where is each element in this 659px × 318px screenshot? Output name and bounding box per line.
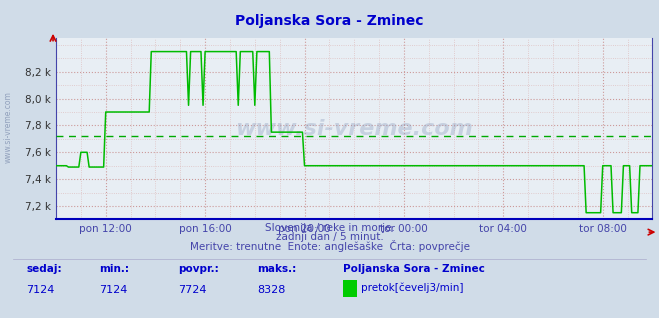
Text: Poljanska Sora - Zminec: Poljanska Sora - Zminec (343, 264, 484, 274)
Text: min.:: min.: (99, 264, 129, 274)
Text: zadnji dan / 5 minut.: zadnji dan / 5 minut. (275, 232, 384, 242)
Text: www.si-vreme.com: www.si-vreme.com (235, 119, 473, 139)
Text: Meritve: trenutne  Enote: anglešaške  Črta: povprečje: Meritve: trenutne Enote: anglešaške Črta… (190, 240, 469, 252)
Text: www.si-vreme.com: www.si-vreme.com (3, 91, 13, 163)
Text: 7124: 7124 (99, 285, 127, 294)
Text: sedaj:: sedaj: (26, 264, 62, 274)
Text: maks.:: maks.: (257, 264, 297, 274)
Text: 7724: 7724 (178, 285, 206, 294)
Text: Slovenija / reke in morje.: Slovenija / reke in morje. (264, 223, 395, 232)
Text: 8328: 8328 (257, 285, 285, 294)
Text: Poljanska Sora - Zminec: Poljanska Sora - Zminec (235, 14, 424, 28)
Text: pretok[čevelj3/min]: pretok[čevelj3/min] (361, 282, 464, 293)
Text: povpr.:: povpr.: (178, 264, 219, 274)
Text: 7124: 7124 (26, 285, 55, 294)
